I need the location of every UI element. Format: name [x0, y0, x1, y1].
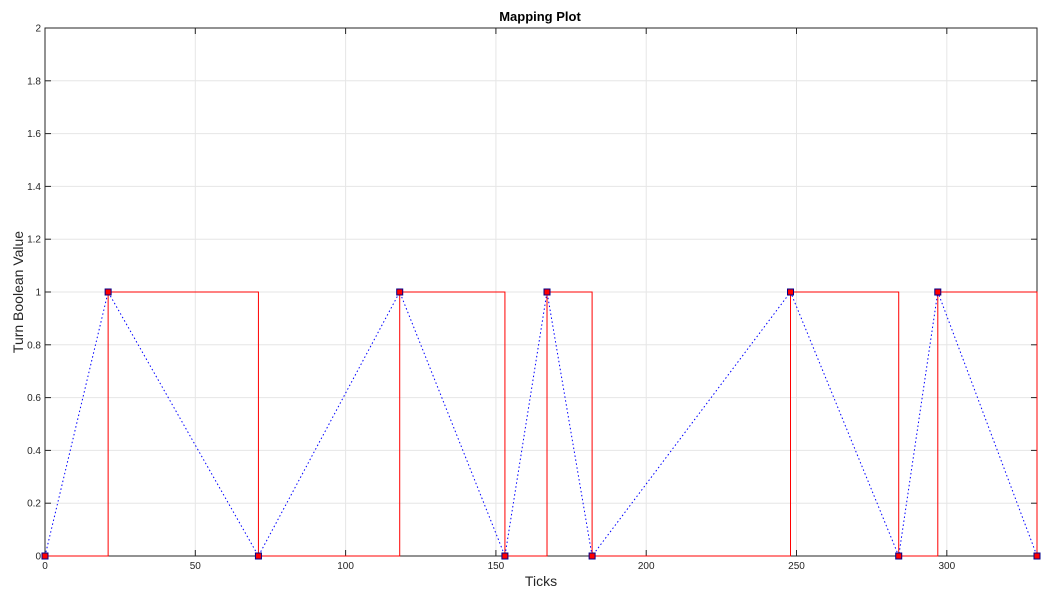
data-point-marker [543, 288, 551, 296]
y-tick-label: 2 [35, 24, 41, 35]
x-tick-label: 100 [337, 561, 354, 572]
data-point-marker [588, 552, 596, 560]
dotted-series-line [44, 290, 1038, 558]
y-tick-label: 1.2 [27, 235, 41, 246]
data-point-marker [396, 288, 404, 296]
y-tick-label: 1 [35, 288, 41, 299]
data-point-marker [1033, 552, 1041, 560]
series-layer [41, 288, 1041, 560]
x-axis-label: Ticks [525, 573, 557, 589]
x-tick-label: 0 [42, 561, 48, 572]
y-tick-label: 1.6 [27, 129, 41, 140]
y-tick-label: 1.4 [27, 182, 41, 193]
data-point-marker [104, 288, 112, 296]
axis-ticks: 0 50 100 150 200 250 300 0 0.2 0.4 0.6 0.8 1 1.2 1.4 1.… [27, 24, 1037, 572]
data-point-marker [41, 552, 49, 560]
y-tick-label: 0.6 [27, 393, 41, 404]
y-tick-label: 1.8 [27, 76, 41, 87]
x-tick-label: 200 [638, 561, 655, 572]
x-tick-label: 300 [938, 561, 955, 572]
data-point-marker [895, 552, 903, 560]
data-point-marker [787, 288, 795, 296]
x-tick-label: 50 [190, 561, 202, 572]
x-tick-label: 150 [488, 561, 505, 572]
x-tick-label: 250 [788, 561, 805, 572]
data-point-marker [501, 552, 509, 560]
y-tick-label: 0 [35, 552, 41, 563]
data-point-marker [254, 552, 262, 560]
y-tick-label: 0.8 [27, 340, 41, 351]
y-tick-label: 0.2 [27, 499, 41, 510]
y-axis-label: Turn Boolean Value [10, 231, 26, 353]
y-tick-label: 0.4 [27, 446, 41, 457]
data-point-marker [934, 288, 942, 296]
chart-title: Mapping Plot [499, 9, 581, 24]
step-series-line [45, 291, 1038, 557]
